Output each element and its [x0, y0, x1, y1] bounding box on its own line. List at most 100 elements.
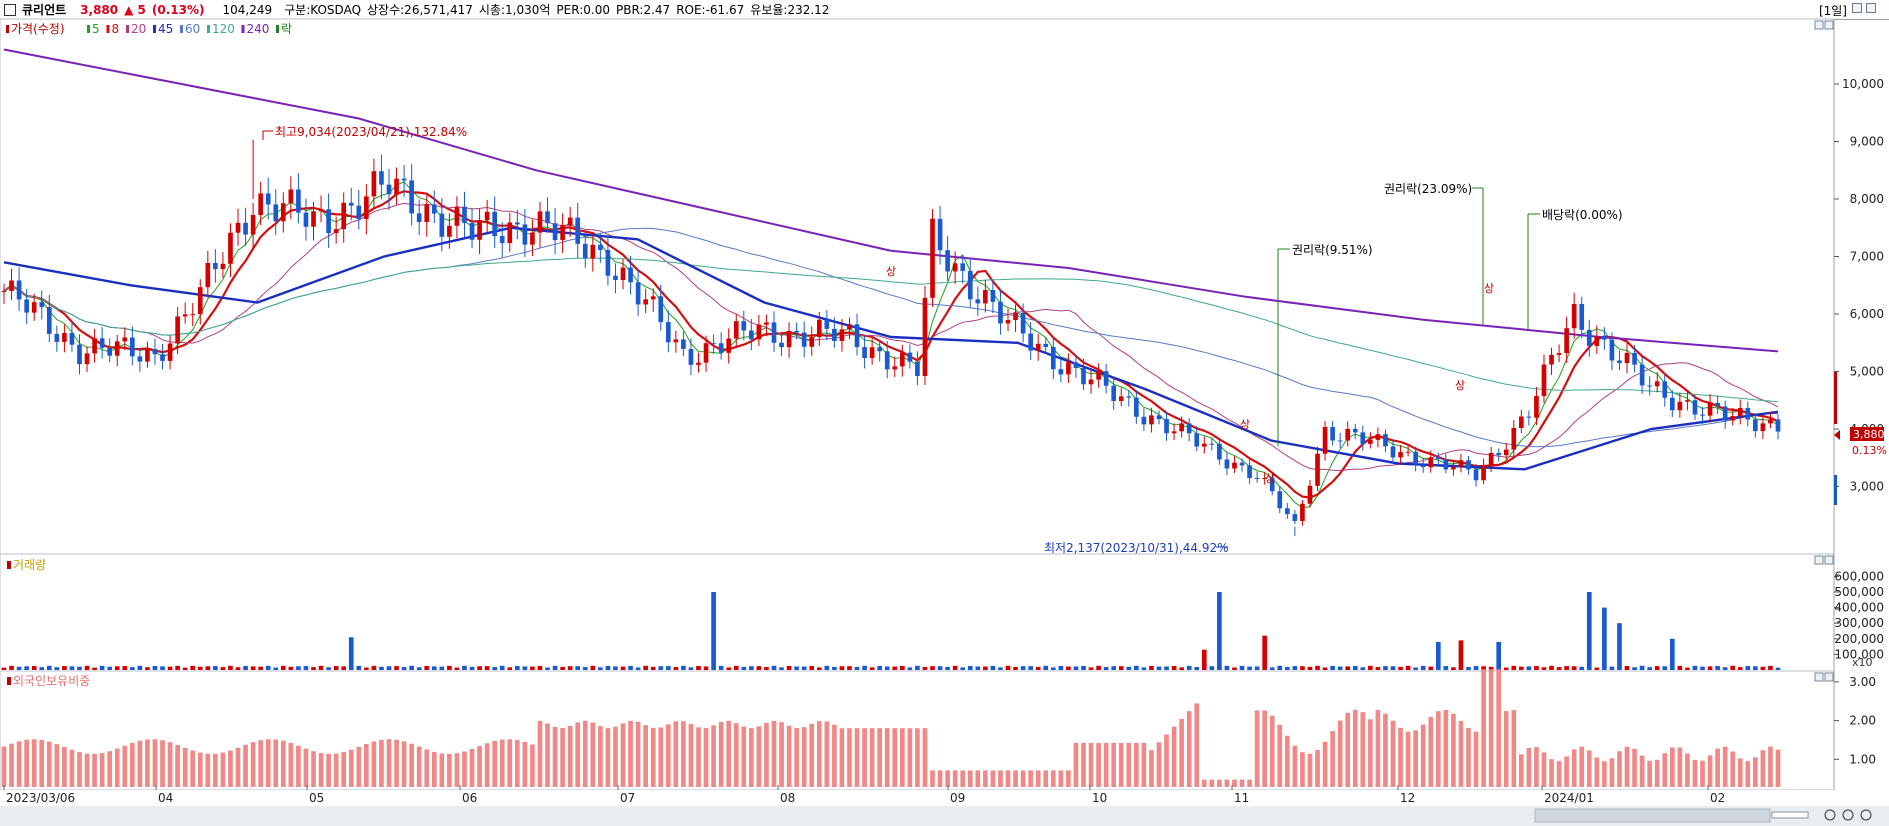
candle-body [24, 299, 29, 313]
volume-bar [764, 666, 769, 670]
candle-body [1118, 396, 1124, 401]
foreign-ratio-bar [575, 722, 581, 787]
foreign-ratio-bar [975, 770, 981, 787]
foreign-ratio-bars [1, 669, 1781, 787]
candle-body [386, 184, 392, 195]
zoom-out-icon[interactable] [1824, 809, 1836, 821]
candle-body [1398, 452, 1403, 458]
y-tick-label: 600,000 [1834, 569, 1884, 583]
horizontal-scrollbar-thumb[interactable] [1534, 808, 1771, 823]
panel-max-icon[interactable] [1814, 20, 1824, 30]
legend-marker [126, 25, 129, 33]
foreign-ratio-bar [303, 748, 309, 787]
candle-body [1760, 423, 1766, 432]
candle-body [167, 343, 173, 361]
panel-close-icon[interactable] [1824, 555, 1834, 565]
foreign-ratio-bar [386, 739, 392, 787]
candle-body [1134, 397, 1139, 417]
foreign-ratio-bar [1194, 703, 1200, 787]
rights-annotation-2: 권리락(23.09%) [1384, 182, 1484, 325]
volume-bar [945, 666, 950, 670]
candle-body [243, 222, 248, 235]
volume-bar [1768, 665, 1773, 670]
minimize-icon[interactable] [1852, 3, 1862, 13]
candle-body [854, 324, 860, 348]
candle-body [703, 343, 709, 363]
panel-max-icon[interactable] [1814, 672, 1824, 682]
per-value: PER:0.00 [556, 2, 610, 17]
price-change-pct: (0.13%) [151, 2, 205, 17]
volume-bar [1088, 667, 1094, 670]
volume-bar [628, 665, 633, 670]
volume-bar [1398, 666, 1403, 670]
foreign-ratio-bar [288, 742, 294, 787]
dividend-annotation: 배당락(0.00%) [1527, 208, 1623, 330]
foreign-ratio-bar [205, 753, 211, 787]
candle-body [741, 321, 747, 331]
volume-bar [364, 667, 369, 670]
volume-bar [613, 666, 618, 670]
close-icon[interactable] [1866, 3, 1876, 13]
legend-item: 120 [212, 22, 235, 36]
svg-text:상: 상 [1265, 472, 1275, 485]
timeframe-button[interactable]: [1일] [1818, 4, 1847, 18]
candle-body [326, 209, 331, 234]
volume-bar [1254, 666, 1260, 670]
volume-bar [24, 666, 29, 670]
volume-bar [1753, 666, 1758, 670]
foreign-ratio-bar [1473, 731, 1479, 787]
candle-body [1745, 408, 1751, 420]
volume-bar [990, 665, 996, 670]
candle-body [620, 267, 626, 281]
volume-bar [1654, 666, 1660, 670]
candle-body [967, 270, 973, 300]
foreign-ratio-bar [854, 728, 860, 787]
volume-bar [394, 666, 399, 670]
candle-body [650, 296, 656, 300]
foreign-ratio-bar [1254, 710, 1260, 787]
candle-body [1096, 371, 1101, 380]
volume-bar [1066, 666, 1071, 670]
stock-select-checkbox[interactable] [4, 3, 16, 16]
candle-body [409, 180, 414, 214]
candle-body [1307, 485, 1313, 504]
volume-bar [122, 666, 128, 670]
zoom-slider[interactable] [1771, 811, 1809, 819]
volume-panel [0, 553, 1835, 672]
x-tick-label: 08 [780, 791, 795, 805]
zoom-in-icon[interactable] [1860, 809, 1872, 821]
candle-body [726, 338, 732, 353]
candle-body [1466, 460, 1471, 470]
volume-bar [801, 666, 807, 670]
candle-body [1639, 364, 1645, 386]
volume-bar [1503, 667, 1509, 670]
panel-max-icon[interactable] [1814, 555, 1824, 565]
legend-marker [106, 25, 110, 33]
volume-bar [1050, 667, 1056, 670]
volume-bar [907, 667, 913, 670]
volume-bar [1322, 667, 1328, 670]
volume-bar [1292, 666, 1298, 670]
foreign-ratio-bar [1050, 770, 1056, 787]
foreign-ratio-bar [1768, 746, 1773, 787]
candle-body [190, 314, 196, 316]
volume-bar [1745, 666, 1751, 670]
candle-body [1164, 419, 1169, 434]
candle-body [1141, 416, 1147, 425]
zoom-reset-icon[interactable] [1842, 809, 1854, 821]
panel-close-icon[interactable] [1824, 672, 1834, 682]
foreign-ratio-bar [1632, 748, 1637, 787]
foreign-ratio-bar [62, 746, 67, 787]
volume-bar [975, 666, 981, 670]
candle-body [733, 321, 739, 339]
candle-body [1685, 400, 1690, 402]
foreign-ratio-bar [764, 722, 769, 787]
candle-body [1602, 336, 1607, 340]
foreign-ratio-bar [1209, 779, 1215, 787]
candle-body [1020, 312, 1026, 334]
foreign-ratio-bar [1753, 757, 1758, 787]
volume-bar [1511, 665, 1517, 670]
volume-bar [1284, 667, 1290, 670]
panel-close-icon[interactable] [1824, 20, 1834, 30]
